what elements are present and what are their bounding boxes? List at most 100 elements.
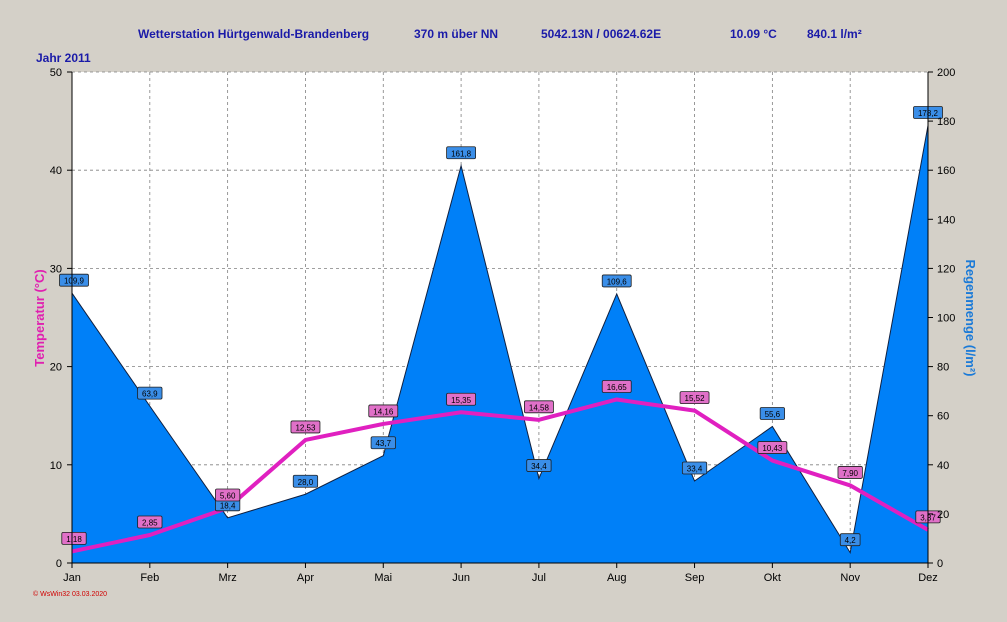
y-tick-label-right: 180 bbox=[937, 116, 955, 128]
temperature-data-label-text: 14,58 bbox=[529, 403, 550, 412]
y-tick-label-right: 40 bbox=[937, 460, 949, 472]
temperature-data-label-text: 15,35 bbox=[451, 396, 472, 405]
y-tick-label-right: 120 bbox=[937, 263, 955, 275]
rain-data-label-box bbox=[839, 533, 861, 547]
temperature-data-label: 16,65 bbox=[601, 380, 632, 393]
average-temperature: 10.09 °C bbox=[730, 27, 777, 41]
y-tick-label-left: 50 bbox=[50, 67, 62, 79]
temperature-data-label: 1,18 bbox=[61, 532, 87, 545]
y-tick-label-right: 20 bbox=[937, 509, 949, 521]
rain-data-label-box bbox=[370, 436, 396, 450]
temperature-line-series bbox=[71, 397, 929, 554]
x-tick-label: Jan bbox=[63, 572, 81, 584]
x-tick-label: Apr bbox=[297, 572, 314, 584]
total-rainfall: 840.1 l/m² bbox=[807, 27, 862, 41]
temperature-data-label-text: 2,85 bbox=[142, 519, 158, 528]
temperature-data-label: 14,58 bbox=[524, 400, 554, 414]
temperature-data-label: 15,52 bbox=[679, 391, 710, 404]
temperature-data-label-box bbox=[524, 400, 554, 414]
rain-data-label-text: 109,9 bbox=[64, 277, 85, 286]
rain-data-label: 161,8 bbox=[446, 146, 476, 160]
rain-data-label: 34,4 bbox=[526, 459, 552, 472]
temperature-data-label-text: 10,43 bbox=[762, 444, 783, 453]
rain-data-label: 43,7 bbox=[370, 436, 396, 450]
y-tick-label-right: 140 bbox=[937, 214, 955, 226]
temperature-data-label-box bbox=[757, 441, 788, 454]
y-tick-label-left: 0 bbox=[56, 558, 62, 570]
y-axis-title-right: Regenmenge (l/m²) bbox=[963, 259, 978, 376]
x-tick-label: Sep bbox=[685, 572, 705, 584]
rain-data-label-text: 63,9 bbox=[142, 390, 158, 399]
temperature-data-label-text: 15,52 bbox=[685, 394, 706, 403]
temperature-data-label-box bbox=[290, 420, 321, 434]
rain-data-label: 63,9 bbox=[137, 386, 163, 400]
y-tick-label-right: 160 bbox=[937, 165, 955, 177]
rain-data-label: 109,9 bbox=[59, 273, 89, 287]
y-tick-label-right: 100 bbox=[937, 313, 955, 325]
temperature-data-label-box bbox=[215, 488, 241, 502]
rain-data-label-text: 43,7 bbox=[375, 439, 391, 448]
x-tick-label: Mai bbox=[374, 572, 392, 584]
temperature-data-label: 10,43 bbox=[757, 441, 788, 454]
rain-data-label-box bbox=[526, 459, 552, 472]
x-tick-label: Nov bbox=[840, 572, 860, 584]
y-tick-label-left: 30 bbox=[50, 263, 62, 275]
rain-data-label-text: 33,4 bbox=[687, 465, 703, 474]
data-labels: 109,9 63,9 18,4 28,0 43,7 161,8 34,4 109,6 33,4 5… bbox=[59, 106, 943, 547]
station-altitude: 370 m über NN bbox=[414, 27, 498, 41]
rain-data-label: 33,4 bbox=[681, 461, 708, 475]
rain-data-label-box bbox=[681, 461, 708, 475]
temperature-data-label: 14,16 bbox=[368, 404, 399, 418]
y-tick-label-left: 40 bbox=[50, 165, 62, 177]
rain-area bbox=[72, 125, 928, 564]
rain-data-label-text: 4,2 bbox=[845, 536, 857, 545]
temperature-data-label: 7,90 bbox=[837, 466, 863, 479]
x-tick-label: Jul bbox=[532, 572, 546, 584]
y-tick-label-left: 10 bbox=[50, 460, 62, 472]
rain-data-label: 109,6 bbox=[601, 274, 632, 288]
station-name: Wetterstation Hürtgenwald-Brandenberg bbox=[138, 27, 369, 41]
temperature-data-label-box bbox=[601, 380, 632, 393]
y-axis-title-left: Temperatur (°C) bbox=[32, 269, 47, 366]
y-tick-label-left: 20 bbox=[50, 362, 62, 374]
temperature-data-label-box bbox=[679, 391, 710, 404]
rain-data-label-text: 34,4 bbox=[531, 462, 547, 471]
temperature-data-label-text: 12,53 bbox=[295, 423, 316, 432]
y-tick-label-right: 80 bbox=[937, 362, 949, 374]
temperature-data-label: 15,35 bbox=[446, 392, 476, 406]
temperature-data-label-box bbox=[368, 404, 399, 418]
y-tick-label-right: 0 bbox=[937, 558, 943, 570]
temperature-data-label-text: 1,18 bbox=[66, 535, 82, 544]
temperature-data-label-text: 16,65 bbox=[607, 383, 628, 392]
x-tick-label: Dez bbox=[918, 572, 938, 584]
temperature-data-label: 2,85 bbox=[137, 515, 163, 529]
temperature-data-label-text: 7,90 bbox=[842, 469, 858, 478]
footer-credit: © WsWin32 03.03.2020 bbox=[33, 590, 107, 598]
axes: 0 10 20 30 40 50 0 20 40 60 80 100 120 140 160 180 200 Ja… bbox=[50, 67, 956, 584]
temperature-data-label-box bbox=[137, 515, 163, 529]
rain-data-label-text: 161,8 bbox=[451, 149, 472, 158]
y-tick-label-right: 200 bbox=[937, 67, 955, 79]
rain-data-label-box bbox=[292, 474, 319, 488]
y-tick-label-right: 60 bbox=[937, 411, 949, 423]
temperature-data-label-box bbox=[446, 392, 476, 406]
rain-data-label-text: 55,6 bbox=[765, 410, 781, 419]
rain-data-label-box bbox=[446, 146, 476, 160]
rain-data-label: 28,0 bbox=[292, 474, 319, 488]
x-tick-label: Mrz bbox=[218, 572, 236, 584]
station-coordinates: 5042.13N / 00624.62E bbox=[541, 27, 661, 41]
rain-data-label-text: 109,6 bbox=[607, 277, 628, 286]
x-tick-label: Aug bbox=[607, 572, 627, 584]
rain-data-label: 4,2 bbox=[839, 533, 861, 547]
temperature-data-label: 5,60 bbox=[215, 488, 241, 502]
rain-data-label: 55,6 bbox=[759, 407, 785, 420]
temperature-data-label-text: 5,60 bbox=[220, 492, 236, 501]
rain-data-label-text: 18,4 bbox=[220, 501, 236, 510]
temperature-data-label-box bbox=[837, 466, 863, 479]
rain-data-label-box bbox=[137, 386, 163, 400]
temperature-line bbox=[71, 397, 929, 554]
x-tick-label: Okt bbox=[764, 572, 781, 584]
x-tick-label: Feb bbox=[140, 572, 159, 584]
rain-data-label-text: 28,0 bbox=[298, 478, 314, 487]
